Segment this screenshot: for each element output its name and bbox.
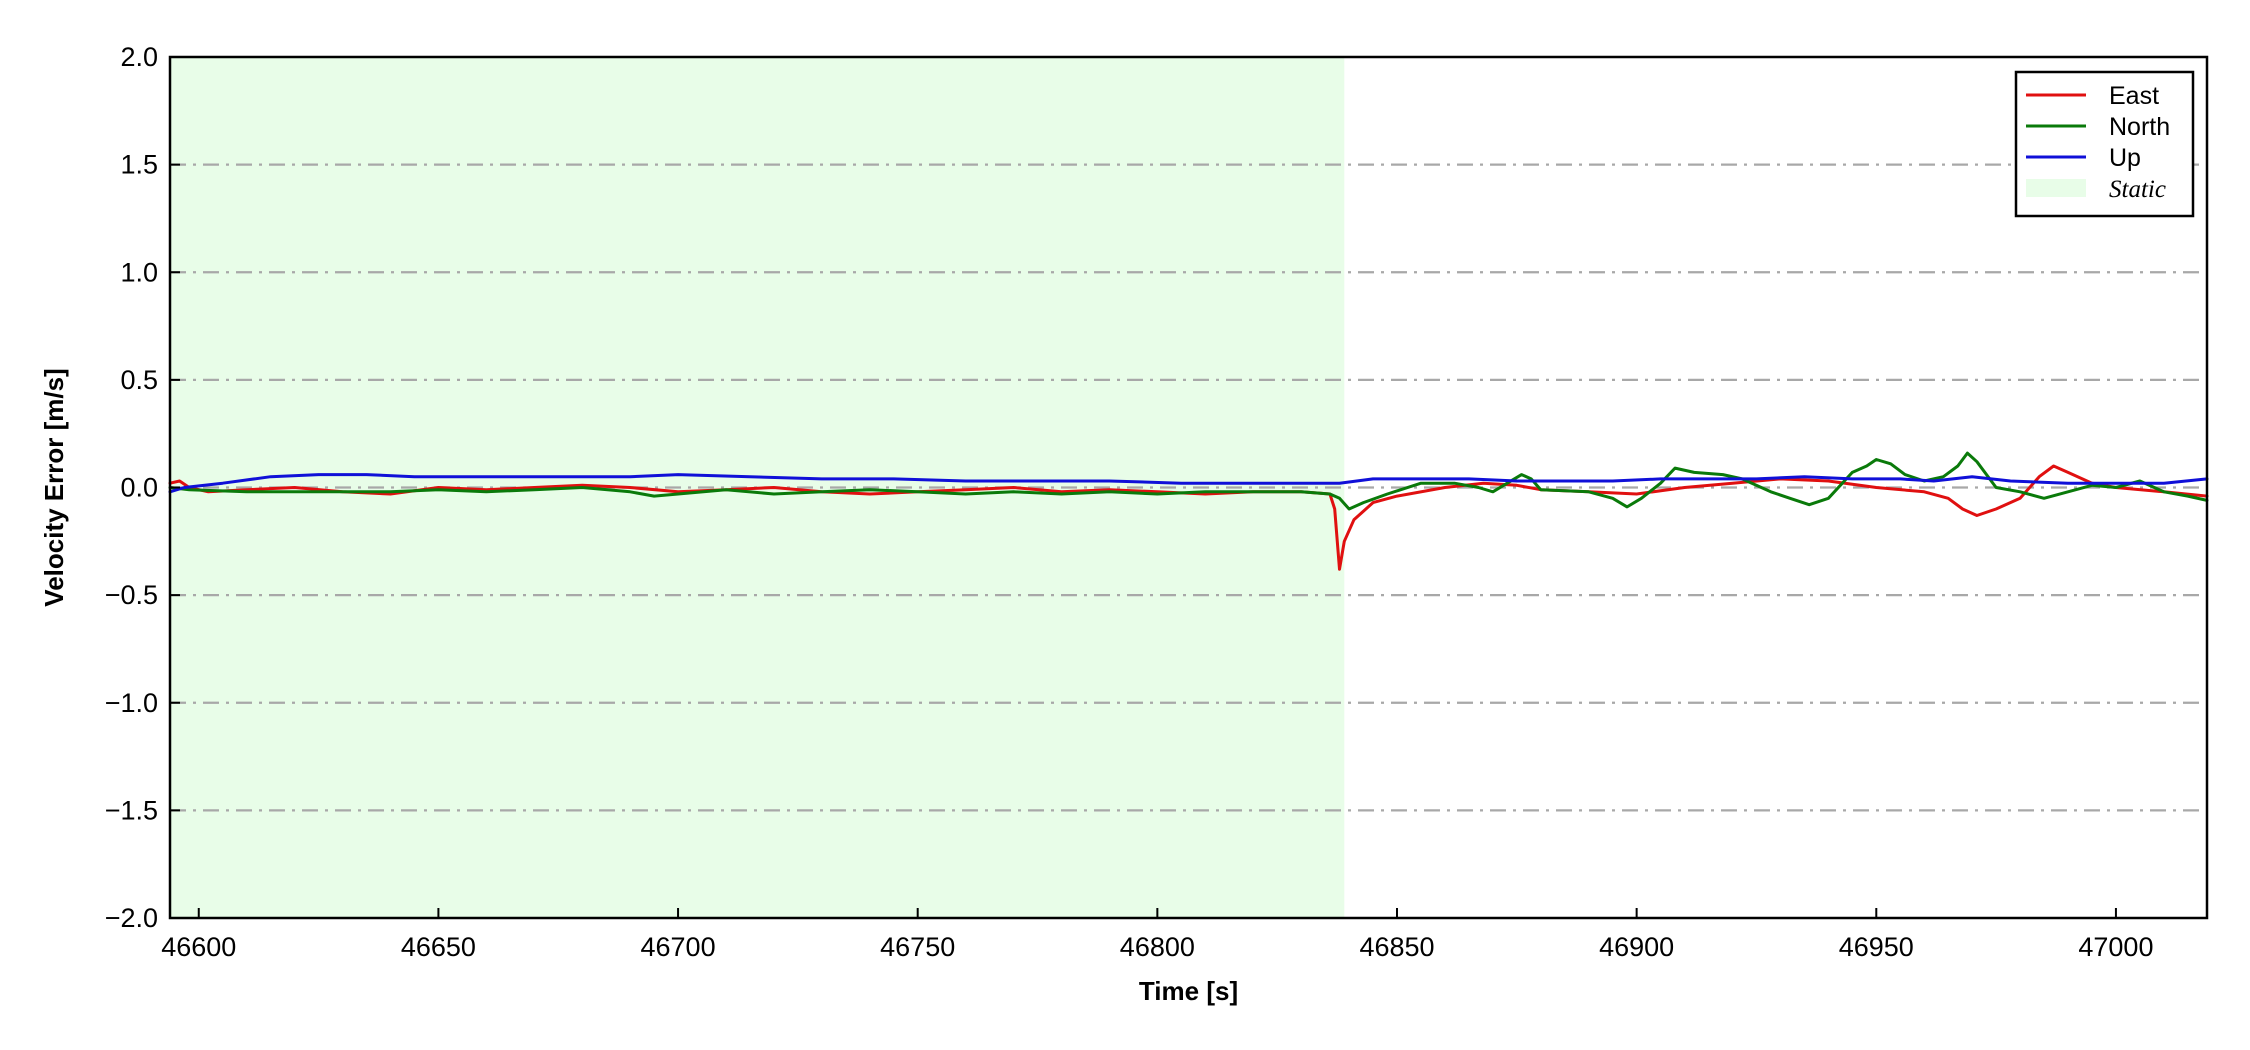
x-tick-label: 46600 bbox=[161, 932, 236, 962]
series-line-up bbox=[168, 473, 2209, 494]
legend: East North Up Static bbox=[2014, 70, 2195, 218]
y-tick-label: −1.0 bbox=[105, 688, 158, 718]
y-axis-label: Velocity Error [m/s] bbox=[39, 368, 69, 606]
y-tick-label: −0.5 bbox=[105, 580, 158, 610]
series-line-east bbox=[168, 464, 2209, 571]
x-tick-label: 46950 bbox=[1839, 932, 1914, 962]
x-tick-label: 46700 bbox=[641, 932, 716, 962]
x-tick-label: 46800 bbox=[1120, 932, 1195, 962]
legend-swatch-static bbox=[2026, 179, 2086, 197]
tick-marks bbox=[170, 56, 2117, 919]
x-tick-label: 46750 bbox=[880, 932, 955, 962]
y-tick-label: 0.5 bbox=[120, 365, 158, 395]
y-tick-label: −1.5 bbox=[105, 795, 158, 825]
y-tick-label: 2.0 bbox=[120, 42, 158, 72]
series-line-north bbox=[168, 451, 2209, 511]
x-tick-label: 47000 bbox=[2078, 932, 2153, 962]
x-axis-label: Time [s] bbox=[1139, 976, 1238, 1006]
legend-label-east: East bbox=[2109, 82, 2159, 110]
y-tick-label: −2.0 bbox=[105, 903, 158, 933]
x-tick-label: 46650 bbox=[401, 932, 476, 962]
tick-labels: 46600 46650 46700 46750 46800 46850 46900 46950… bbox=[105, 42, 2154, 962]
x-tick-label: 46850 bbox=[1359, 932, 1434, 962]
x-tick-label: 46900 bbox=[1599, 932, 1674, 962]
y-tick-label: 1.0 bbox=[120, 257, 158, 287]
series-lines bbox=[168, 451, 2209, 571]
legend-label-north: North bbox=[2109, 113, 2170, 141]
y-tick-label: 1.5 bbox=[120, 150, 158, 180]
y-tick-label: 0.0 bbox=[120, 473, 158, 503]
legend-label-static: Static bbox=[2109, 176, 2166, 203]
legend-label-up: Up bbox=[2109, 144, 2141, 172]
